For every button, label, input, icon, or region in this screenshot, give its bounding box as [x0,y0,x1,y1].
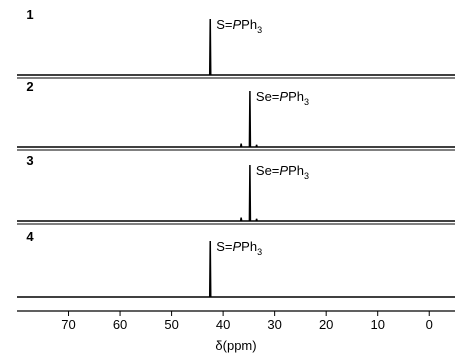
annotation-part: Ph [288,163,304,178]
annotation-part: P [279,163,288,178]
peak-annotation: S=PPh3 [216,239,262,257]
x-tick-label: 70 [61,317,75,332]
x-tick-label: 40 [216,317,230,332]
panel-label: 2 [26,79,33,94]
x-axis-label: δ(ppm) [215,338,256,353]
spectrum-line [17,90,455,148]
annotation-part: S= [216,17,232,32]
x-tick-label: 30 [267,317,281,332]
annotation-part: Se= [256,163,280,178]
x-tick-label: 20 [319,317,333,332]
annotation-part: 3 [257,247,262,257]
annotation-part: P [233,17,242,32]
spectrum-line [17,164,455,222]
peak-annotation: S=PPh3 [216,17,262,35]
x-tick-label: 0 [426,317,433,332]
panel-label: 1 [26,7,33,22]
annotation-part: Se= [256,89,280,104]
peak-annotation: Se=PPh3 [256,163,309,181]
annotation-part: Ph [288,89,304,104]
annotation-part: P [233,239,242,254]
annotation-part: 3 [304,171,309,181]
panel-label: 4 [26,229,34,244]
x-tick-label: 60 [113,317,127,332]
annotation-part: S= [216,239,232,254]
x-tick-label: 50 [164,317,178,332]
spectrum-line [17,240,455,298]
x-tick-label: 10 [370,317,384,332]
annotation-part: Ph [241,239,257,254]
annotation-part: Ph [241,17,257,32]
panel-label: 3 [26,153,33,168]
spectrum-line [17,18,455,76]
peak-annotation: Se=PPh3 [256,89,309,107]
annotation-part: P [279,89,288,104]
annotation-part: 3 [304,97,309,107]
annotation-part: 3 [257,25,262,35]
